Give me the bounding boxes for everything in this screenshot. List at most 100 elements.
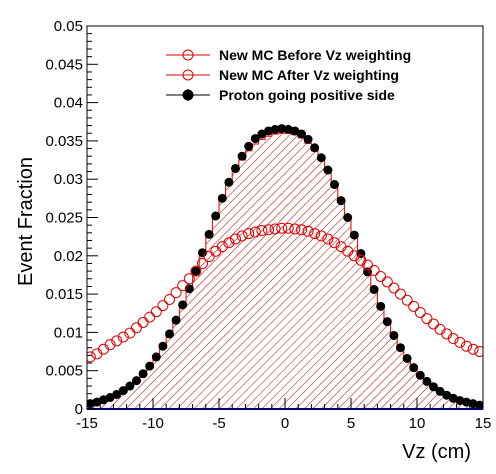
before-weighting-data-point (474, 346, 483, 358)
proton-data-point (158, 341, 168, 351)
proton-data-point (415, 370, 425, 380)
proton-data-point (224, 177, 234, 187)
legend-marker-after (182, 69, 194, 81)
proton-data-point (369, 285, 379, 295)
proton-data-point (151, 352, 161, 362)
before-weighting-data-point (388, 282, 400, 294)
proton-data-point (211, 211, 221, 221)
proton-data-point (396, 343, 405, 353)
proton-data-point (402, 353, 412, 363)
proton-data-point (112, 389, 122, 399)
legend: New MC Before Vz weighting New MC After … (166, 47, 411, 103)
proton-data-point (310, 143, 320, 153)
before-weighting-data-point (421, 313, 433, 325)
proton-data-point (125, 381, 135, 391)
hatched-histogram-fill (87, 133, 483, 409)
before-weighting-data-point (177, 280, 189, 292)
before-weighting-data-point (249, 226, 261, 238)
y-tick-label: 0.035 (45, 133, 83, 150)
y-axis-title: Event Fraction (15, 157, 37, 286)
before-weighting-data-point (289, 223, 301, 235)
before-weighting-data-point (408, 300, 420, 312)
proton-data-point (336, 196, 346, 206)
x-tick-label: -5 (212, 415, 225, 432)
x-tick-label: 0 (281, 415, 289, 432)
proton-data-point (297, 129, 306, 139)
proton-data-point (171, 315, 181, 325)
before-weighting-data-point (183, 273, 195, 285)
legend-entry-before: New MC Before Vz weighting (166, 47, 411, 63)
before-weighting-data-point (197, 257, 208, 269)
proton-data-point (204, 229, 214, 239)
before-weighting-data-point (256, 225, 268, 237)
proton-data-point (376, 301, 386, 311)
before-weighting-data-point (296, 224, 307, 236)
legend-marker-before (182, 49, 194, 61)
legend-label-before: New MC Before Vz weighting (219, 47, 411, 63)
before-weighting-data-point (454, 336, 466, 348)
proton-data-point (382, 317, 392, 327)
before-weighting-data-point (263, 224, 274, 236)
before-weighting-data-point (329, 237, 340, 249)
before-weighting-data-point (157, 300, 169, 312)
before-weighting-data-point (236, 230, 248, 242)
before-weighting-data-point (203, 251, 215, 263)
x-tick-label: -15 (76, 415, 98, 432)
proton-data-point (422, 376, 432, 386)
before-weighting-data-point (401, 294, 413, 306)
proton-data-point (191, 266, 201, 276)
proton-data-point (217, 193, 227, 203)
before-weighting-data-point (447, 333, 459, 345)
before-weighting-data-point (164, 293, 175, 305)
before-weighting-data-point (309, 228, 321, 240)
before-weighting-data-point (190, 265, 202, 277)
before-weighting-data-point (150, 306, 162, 318)
before-weighting-data-point (230, 233, 241, 245)
proton-data-point (132, 376, 141, 386)
before-weighting-data-point (302, 225, 314, 237)
proton-data-point (330, 180, 339, 190)
proton-data-point (349, 230, 359, 240)
proton-data-point (323, 165, 333, 175)
before-weighting-data-point (428, 318, 439, 330)
before-weighting-data-point (124, 327, 136, 339)
before-weighting-data-point (243, 228, 255, 240)
proton-data-point (165, 329, 174, 339)
y-tick-label: 0.04 (54, 95, 83, 112)
y-tick-label: 0.045 (45, 56, 83, 73)
legend-marker-proton (182, 89, 194, 101)
y-tick-label: 0.005 (45, 363, 83, 380)
y-tick-label: 0.01 (54, 324, 83, 341)
legend-label-after: New MC After Vz weighting (219, 67, 399, 83)
before-weighting-data-point (282, 222, 294, 234)
x-tick-label: 5 (347, 415, 355, 432)
proton-data-point (237, 151, 247, 161)
proton-data-point (303, 134, 313, 144)
proton-data-point (244, 141, 254, 151)
before-weighting-data-point (375, 270, 387, 282)
y-tick-label: 0.025 (45, 210, 83, 227)
before-weighting-data-point (170, 287, 182, 299)
before-weighting-data-point (362, 259, 373, 271)
proton-data-point (250, 134, 260, 144)
proton-data-point (145, 361, 155, 371)
before-weighting-data-point (414, 306, 426, 318)
proton-data-point (389, 330, 399, 340)
proton-data-point (435, 386, 445, 396)
proton-data-point (429, 382, 438, 392)
y-tick-label: 0.02 (54, 248, 83, 265)
y-tick-label: 0.05 (54, 18, 83, 35)
x-tick-label: 10 (409, 415, 426, 432)
x-tick-label: 15 (475, 415, 492, 432)
before-weighting-data-point (368, 264, 380, 276)
proton-data-point (475, 400, 483, 409)
legend-entry-after: New MC After Vz weighting (166, 67, 399, 83)
before-weighting-data-point (395, 288, 406, 300)
y-tick-label: 0.015 (45, 286, 83, 303)
before-weighting-data-point (276, 222, 288, 234)
before-weighting-data-point (269, 223, 281, 235)
proton-data-point (178, 300, 188, 310)
proton-data-point (138, 369, 148, 379)
before-weighting-data-point (87, 351, 96, 363)
